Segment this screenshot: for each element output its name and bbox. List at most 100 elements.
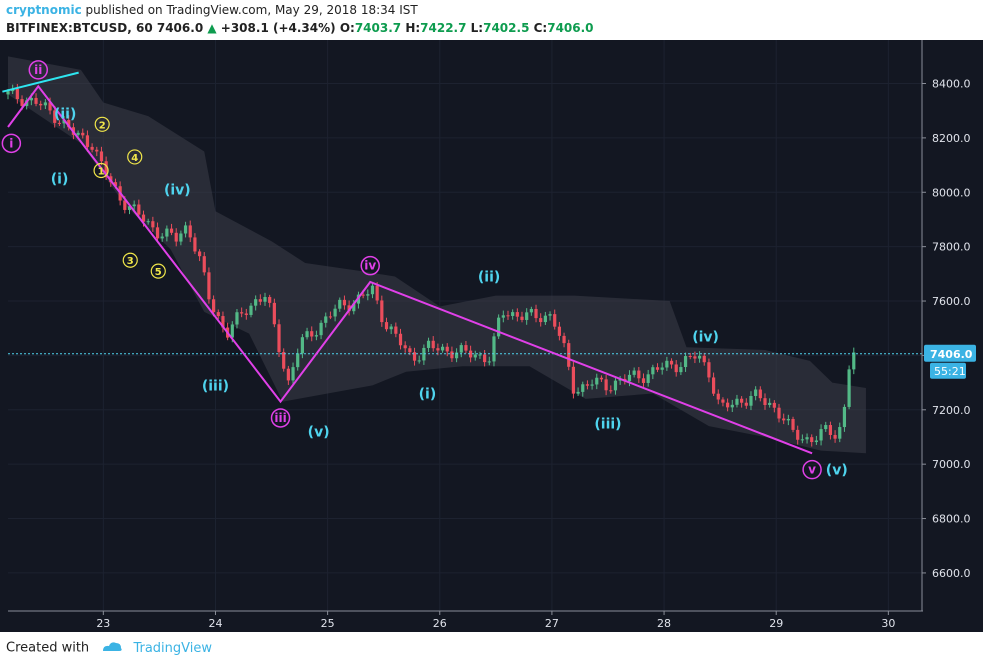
candle-body — [469, 350, 473, 358]
candle-body — [389, 326, 393, 330]
candle-body — [324, 316, 328, 323]
candle-body — [604, 379, 608, 391]
candle-body — [665, 360, 669, 368]
candle-body — [95, 149, 99, 152]
x-tick-label: 25 — [321, 617, 335, 630]
price-change: +308.1 (+4.34%) — [220, 21, 336, 35]
wave-label-minor: 5 — [155, 267, 162, 278]
candle-body — [338, 299, 342, 309]
candle-body — [202, 256, 206, 273]
candle-body — [805, 437, 809, 440]
candle-body — [403, 345, 407, 349]
candle-body — [515, 312, 519, 317]
candle-body — [585, 384, 590, 386]
author-name[interactable]: cryptnomic — [6, 3, 82, 17]
low-value: 7402.5 — [483, 21, 530, 35]
candle-body — [852, 352, 856, 370]
minor-circle — [127, 149, 143, 165]
candle-body — [557, 326, 561, 336]
x-tick-label: 26 — [433, 617, 447, 630]
footer: Created with TradingView — [6, 640, 212, 656]
wave-circle — [802, 459, 822, 480]
wave-circle — [28, 60, 49, 80]
axes: 6600.06800.07000.07200.07400.07600.07800… — [8, 40, 983, 632]
candle-body — [20, 99, 24, 106]
candle-body — [333, 308, 337, 317]
candle-body — [422, 347, 426, 361]
candle-body — [6, 91, 10, 95]
candle-body — [179, 233, 183, 242]
candle-body — [90, 146, 94, 150]
candle-body — [833, 434, 837, 439]
candle-body — [296, 353, 300, 368]
candle-body — [207, 272, 211, 300]
candle-body — [29, 97, 33, 101]
candle-body — [436, 348, 440, 351]
candle-body — [137, 204, 141, 215]
candle-body — [459, 345, 463, 353]
x-tick-label: 23 — [96, 617, 110, 630]
candle-body — [319, 322, 323, 336]
candle-body — [426, 340, 431, 348]
x-tick-label: 28 — [657, 617, 671, 630]
candle-body — [286, 368, 290, 381]
candle-body — [847, 369, 851, 407]
minor-circle — [150, 263, 166, 279]
candle-body — [609, 390, 613, 392]
candle-body — [67, 120, 71, 128]
candle-body — [254, 299, 258, 306]
candle-body — [48, 102, 52, 111]
candle-body — [754, 389, 758, 396]
candle-body — [384, 322, 389, 330]
wave-label-sub: (ii) — [54, 106, 76, 122]
candle-body — [268, 297, 272, 303]
candle-body — [520, 316, 524, 320]
price-chart[interactable]: iii(ii)(i)21435(iv)(iii)iii(v)iv(i)(ii)(… — [0, 40, 983, 632]
candle-body — [282, 352, 286, 369]
candle-body — [562, 335, 566, 344]
candle-body — [366, 294, 370, 296]
wave-label-sub: (v) — [826, 463, 848, 479]
candle-body — [838, 427, 842, 439]
candle-body — [272, 302, 276, 325]
wave-label-sub: (v) — [308, 425, 330, 441]
candle-body — [310, 331, 314, 337]
candle-body — [651, 367, 655, 375]
wave-line-trendline — [2, 71, 79, 93]
candle-body — [548, 314, 552, 316]
y-tick-label: 8200.0 — [932, 132, 971, 145]
candle-body — [730, 404, 734, 408]
created-with-text: Created with — [6, 640, 90, 656]
candle-body — [697, 355, 702, 359]
minor-circle — [122, 252, 138, 268]
tradingview-link[interactable]: TradingView — [133, 640, 212, 656]
candle-body — [772, 402, 776, 408]
candle-body — [599, 377, 604, 380]
candle-body — [300, 337, 304, 354]
price-axis — [923, 40, 983, 632]
wave-label-primary: v — [808, 463, 816, 477]
wave-label-sub: (iv) — [164, 183, 191, 199]
candle-body — [342, 299, 347, 306]
candle-body — [258, 299, 262, 302]
candle-body — [487, 361, 491, 363]
candle-body — [567, 343, 571, 367]
candle-body — [99, 151, 104, 162]
candle-body — [529, 308, 533, 313]
candle-body — [721, 399, 725, 403]
candle-body — [473, 354, 477, 358]
candle-body — [632, 370, 636, 375]
candle-body — [197, 251, 202, 257]
candle-body — [43, 102, 47, 106]
candle-body — [679, 367, 683, 373]
candle-body — [688, 356, 692, 358]
candle-body — [212, 299, 216, 313]
publish-info: cryptnomic published on TradingView.com,… — [6, 3, 418, 17]
high-label: H: — [405, 21, 421, 35]
candle-body — [534, 308, 538, 319]
candle-body — [525, 312, 529, 320]
candle-body — [76, 132, 80, 135]
candle-body — [641, 378, 646, 383]
minor-circle — [93, 162, 109, 179]
candle-body — [824, 425, 828, 430]
